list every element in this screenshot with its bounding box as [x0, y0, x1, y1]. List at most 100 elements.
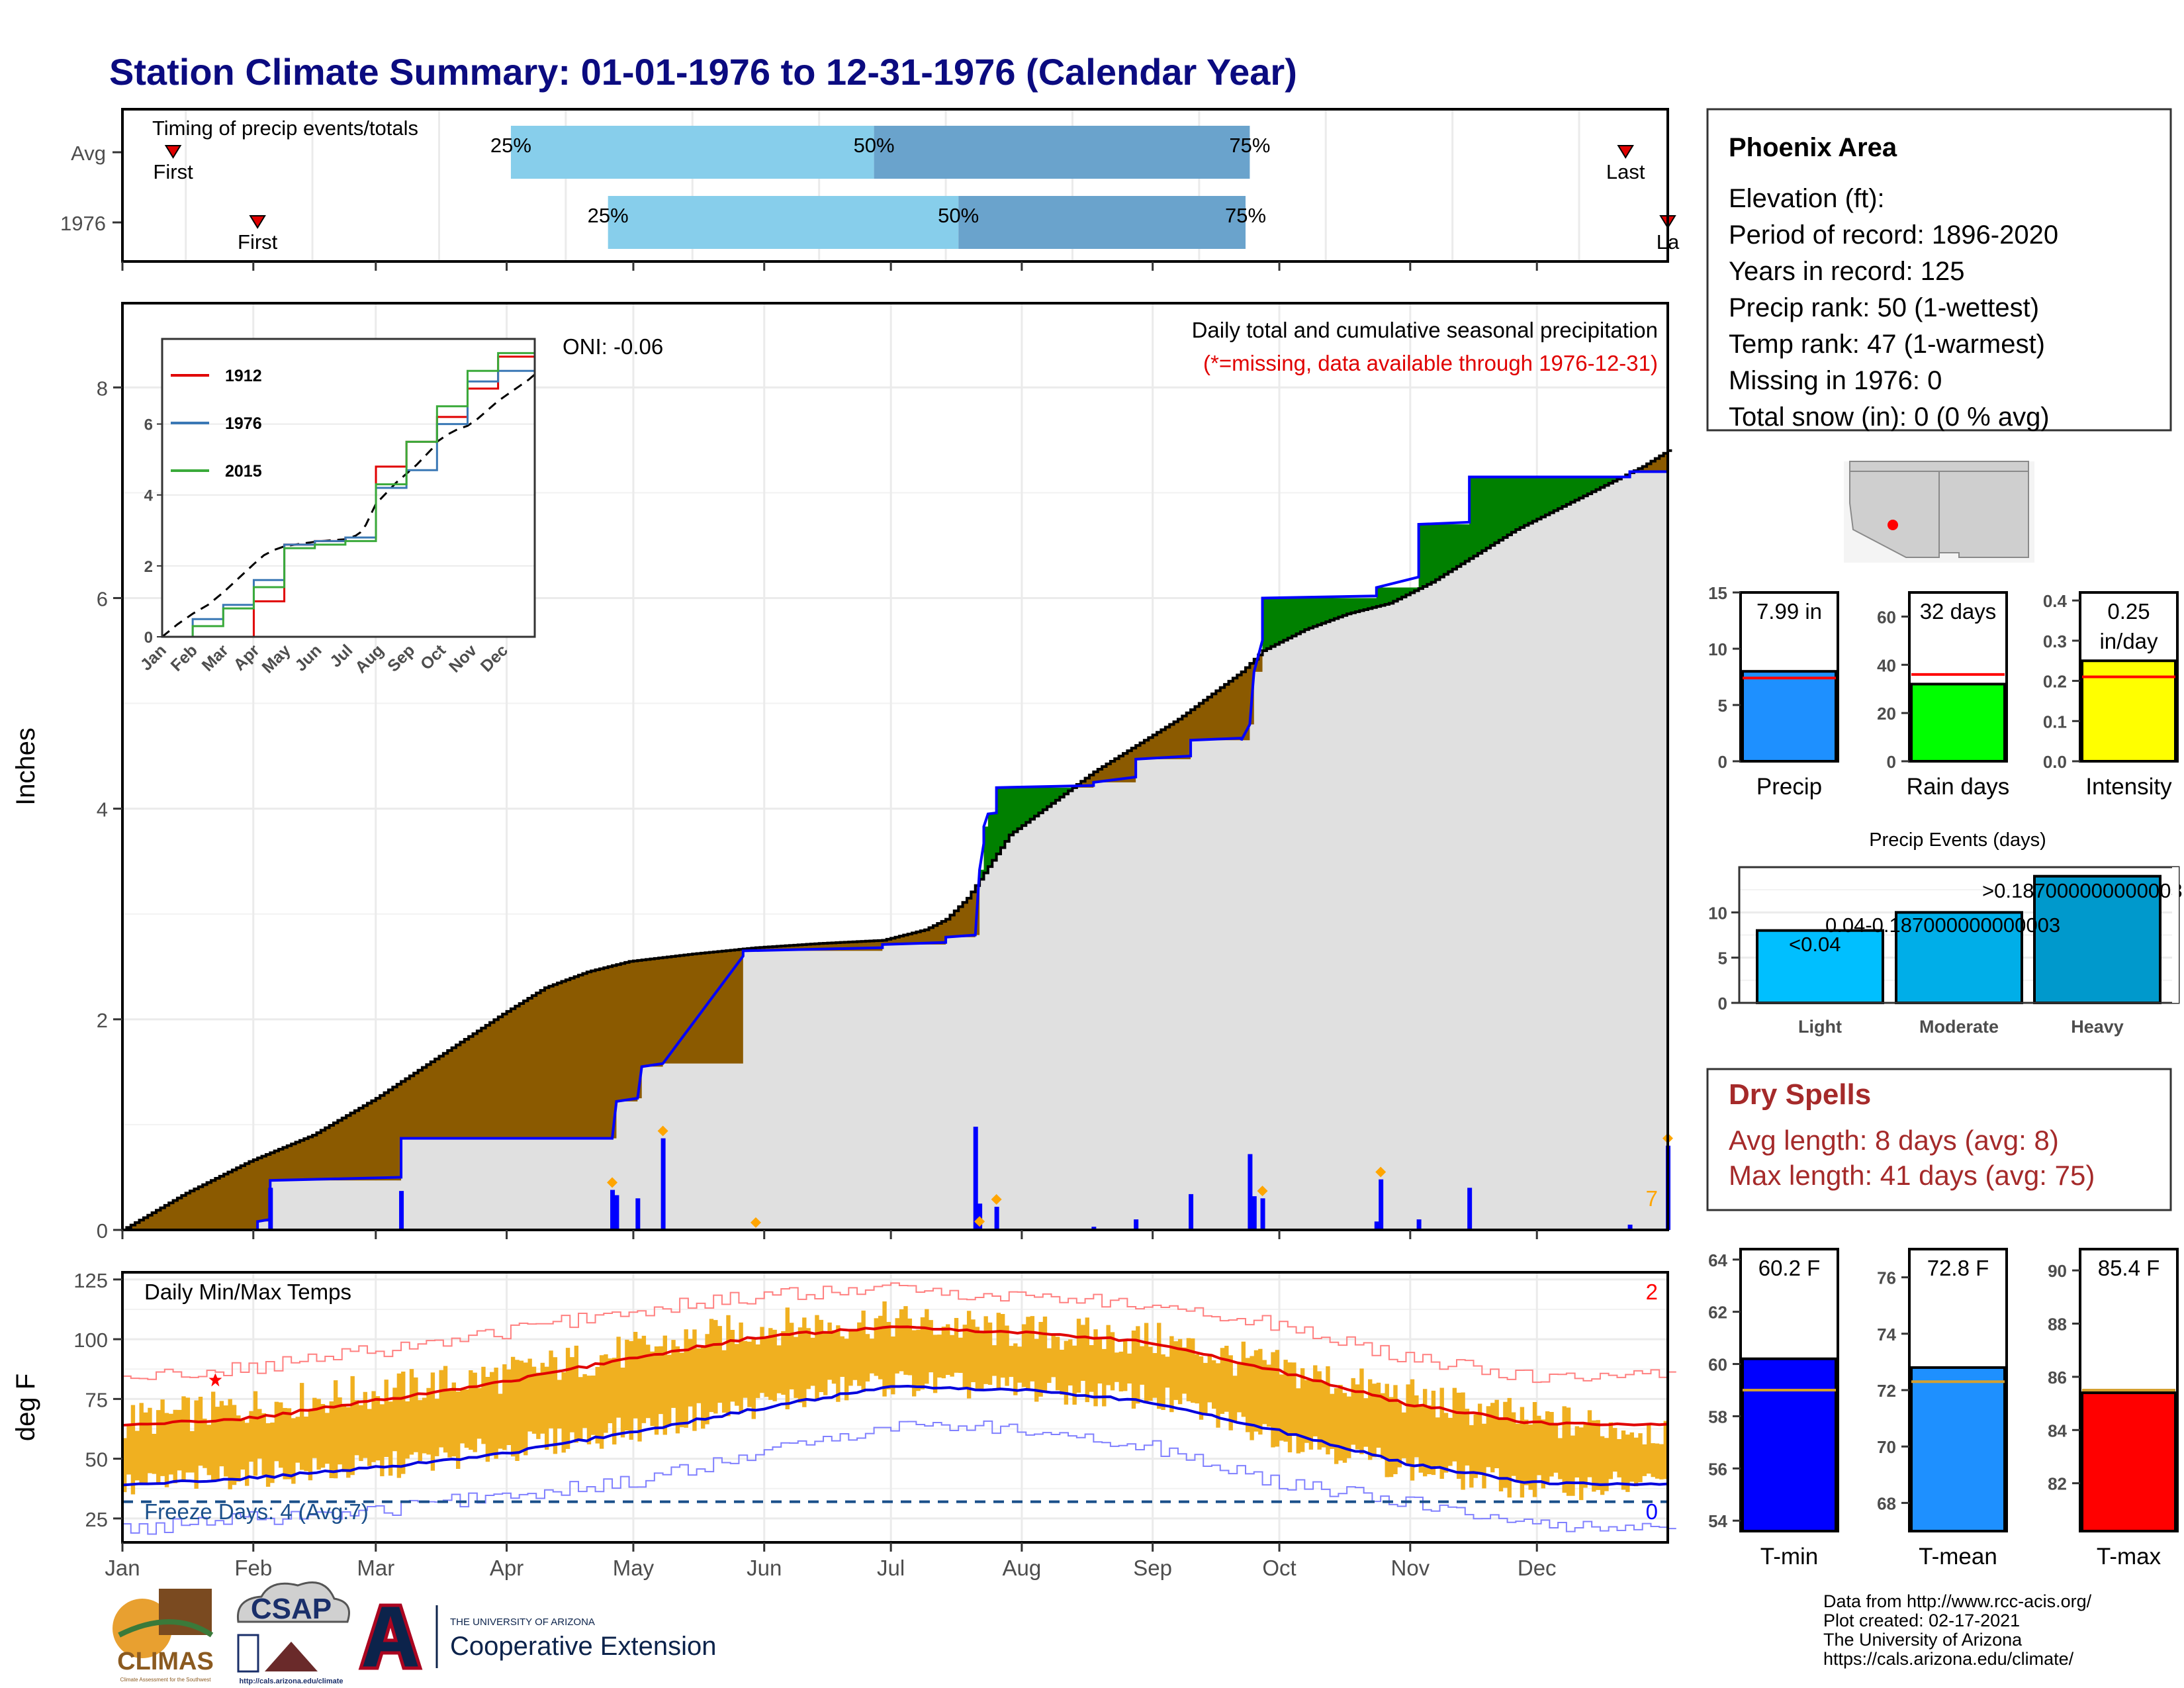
temp-month-label: May: [613, 1556, 655, 1580]
mini-value-bar-T-min: [1741, 1357, 1837, 1533]
precip-event-marker: [974, 1216, 985, 1227]
timing-label-75: 75%: [1225, 204, 1266, 227]
mini-y-tick-label: 64: [1708, 1250, 1727, 1270]
daily-precip-bar: [635, 1198, 641, 1230]
csap-bars-icon: [237, 1634, 259, 1673]
precip-y-axis-title: Inches: [11, 727, 40, 806]
precip-base-area: [122, 450, 1668, 1230]
mini-y-tick-label: 40: [1877, 655, 1896, 675]
events-y-tick-label: 5: [1718, 949, 1727, 968]
mini-category-label: T-mean: [1919, 1544, 1997, 1570]
mini-y-tick-label: 0: [1718, 752, 1727, 772]
mini-y-tick-label: 20: [1877, 704, 1896, 724]
temp-panel-title: Daily Min/Max Temps: [144, 1280, 351, 1304]
daily-precip-bar: [1374, 1221, 1379, 1230]
first-label: First: [238, 230, 278, 254]
events-y-tick-label: 10: [1708, 903, 1727, 923]
daily-precip-bar: [1260, 1198, 1265, 1230]
mini-value-label: 32 days: [1920, 599, 1997, 624]
inset-y-tick-label: 4: [144, 487, 154, 505]
dry-spells-panel: Dry Spells Avg length: 8 days (avg: 8) Max…: [1706, 1068, 2172, 1211]
events-category-label: Heavy: [2071, 1017, 2124, 1037]
daily-precip-bar: [1189, 1194, 1194, 1230]
timing-bar-25-50: [608, 196, 959, 249]
daily-precip-bar: [1627, 1225, 1633, 1230]
temp-month-label: Oct: [1262, 1556, 1296, 1580]
precip-panel-subtitle: (*=missing, data available through 1976-…: [1203, 351, 1658, 375]
climas-wave-icon: [118, 1619, 214, 1638]
timing-label-50: 50%: [938, 204, 979, 227]
timing-row-label: 1976: [60, 212, 106, 235]
temp-summary-bars: 54 56 58 60 62 64 60.2 F T-min 68 70 72 74 76 72.8 F T…: [1708, 1248, 2179, 1570]
mini-y-tick-label: 70: [1877, 1437, 1896, 1457]
inset-frame: [161, 338, 536, 638]
temp-y-tick-label: 125: [73, 1269, 108, 1292]
daily-precip-bar: [1416, 1219, 1422, 1230]
events-bar-label: >0.187000000000003: [1982, 879, 2183, 902]
credits: Data from http://www.rcc-acis.org/Plot c…: [1823, 1591, 2092, 1669]
mini-y-tick-label: 58: [1708, 1407, 1727, 1427]
timing-row-label: Avg: [71, 142, 106, 165]
daily-precip-bar: [1467, 1188, 1473, 1230]
events-y-tick-label: 0: [1718, 994, 1727, 1013]
precip-frame: [121, 302, 1669, 1231]
events-bar-label: <0.04: [1789, 933, 1841, 956]
mini-y-tick-label: 76: [1877, 1268, 1896, 1288]
inset-legend-label: 1912: [225, 367, 262, 385]
daily-precip-bar: [1251, 1196, 1257, 1230]
precip-y-tick-label: 0: [97, 1219, 108, 1243]
climas-logo-subtext: Climate Assessment for the Southwest: [120, 1677, 212, 1683]
inset-legend-label: 1976: [225, 414, 262, 433]
daily-precip-bar: [1091, 1227, 1097, 1230]
daily-precip-bar: [610, 1190, 615, 1230]
temp-month-label: Feb: [234, 1556, 272, 1580]
mini-y-tick-label: 5: [1718, 696, 1727, 716]
mini-y-tick-label: 62: [1708, 1303, 1727, 1323]
csap-url-text: http://cals.arizona.edu/climate: [239, 1677, 343, 1685]
mini-category-label: Intensity: [2085, 774, 2172, 800]
observed-cumulative-line: [122, 388, 1669, 1231]
timing-frame: [121, 108, 1669, 263]
mini-y-tick-label: 0.0: [2043, 752, 2067, 772]
precip-event-marker: [657, 1125, 668, 1137]
precip-events-chart: Precip Events (days) Light Moderate Heavy <0…: [1708, 829, 2183, 1037]
mini-value-bar-T-max: [2081, 1391, 2177, 1532]
timing-bar-25-50: [510, 126, 874, 179]
credit-line: Plot created: 02-17-2021: [1823, 1611, 2020, 1630]
precip-y-tick-label: 2: [97, 1009, 108, 1032]
last-label: Last: [1606, 160, 1645, 183]
mini-value-bar-T-mean: [1910, 1366, 2006, 1532]
temp-panel: 25 50 75 100 125 Jan Feb Mar Apr May Jun Jul Aug Sep O…: [11, 1269, 1676, 1580]
mini-y-tick-label: 0.3: [2043, 632, 2067, 651]
timing-label-75: 75%: [1229, 134, 1270, 157]
temp-y-tick-label: 25: [85, 1508, 108, 1531]
daily-precip-bar: [614, 1195, 619, 1230]
mini-category-label: T-min: [1760, 1544, 1819, 1570]
average-cumulative-line: [122, 449, 1672, 1231]
temp-month-label: Nov: [1390, 1556, 1430, 1580]
mini-value-bar-Rain days: [1910, 682, 2006, 763]
daily-precip-bar: [268, 1188, 273, 1230]
mini-y-tick-label: 82: [2048, 1474, 2067, 1494]
mini-y-tick-label: 54: [1708, 1511, 1727, 1531]
dry-spells-frame: [1706, 1068, 2172, 1211]
mini-y-tick-label: 90: [2048, 1261, 2067, 1281]
temp-month-label: Jan: [105, 1556, 140, 1580]
inset-y-tick-label: 0: [144, 629, 153, 647]
mini-value-label: 7.99 in: [1756, 599, 1822, 624]
temp-frame: [121, 1271, 1669, 1544]
new-mexico-shape: [1938, 471, 2029, 558]
credit-line: The University of Arizona: [1823, 1630, 2023, 1650]
events-bar-Moderate: [1895, 911, 2023, 1005]
dry-spells-title: Dry Spells: [1729, 1078, 1871, 1111]
temp-month-label: Dec: [1518, 1556, 1557, 1580]
precip-y-tick-label: 4: [97, 798, 108, 821]
inset-legend-label: 2015: [225, 462, 262, 481]
university-of-arizona-logo-icon: [358, 1603, 423, 1670]
page-title: Station Climate Summary: 01-01-1976 to 1…: [109, 51, 1297, 93]
info-frame: [1706, 108, 2172, 432]
daily-precip-bar: [660, 1138, 666, 1230]
climas-logo-text: CLIMAS: [117, 1648, 214, 1675]
daily-precip-bar: [1379, 1179, 1384, 1230]
